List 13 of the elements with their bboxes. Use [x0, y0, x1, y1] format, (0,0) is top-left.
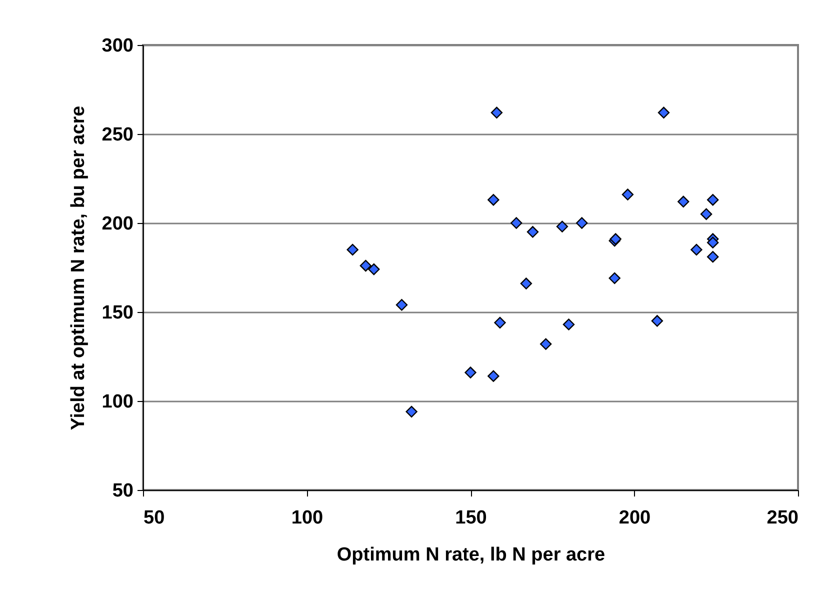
y-tick-label: 50 — [112, 480, 134, 502]
y-tick-label: 200 — [102, 214, 134, 234]
x-tick-label: 150 — [455, 508, 487, 528]
y-tick-label: 150 — [102, 302, 134, 324]
y-axis-title: Yield at optimum N rate, bu per acre — [68, 106, 89, 430]
y-tick-label: 100 — [102, 392, 134, 412]
y-tick-label: 300 — [102, 36, 134, 56]
x-tick-label: 50 — [144, 508, 165, 528]
y-tick-label: 250 — [102, 124, 134, 146]
x-tick-label: 250 — [766, 508, 798, 528]
x-tick-label: 200 — [618, 508, 651, 528]
x-tick-label: 100 — [291, 508, 324, 528]
x-axis-title: Optimum N rate, lb N per acre — [336, 544, 606, 566]
